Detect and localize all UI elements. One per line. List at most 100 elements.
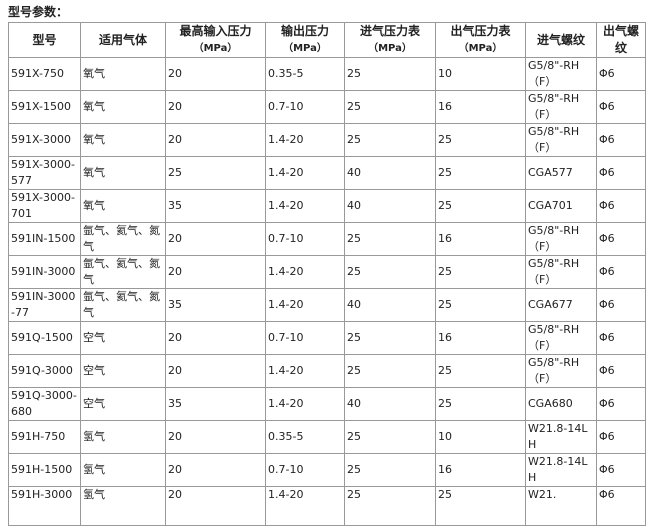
table-cell: Φ6 [596,57,646,91]
table-cell: Φ6 [596,321,646,355]
table-cell: 1.4-20 [265,123,345,157]
table-cell: 25 [435,288,526,322]
table-row: 591IN-1500 氩气、氦气、氮气 20 0.7-10 25 16 G5/8"-RH（F… [8,222,646,256]
page: 型号参数： 型号 适用气体 最高输入压力 （MPa） 输出压力 （MPa） 进气压力表 （MP… [8,5,646,526]
table-cell: 20 [165,123,266,157]
table-cell: 空气 [80,321,166,355]
table-cell: 591IN-3000 [8,255,81,289]
table-cell: 25 [435,123,526,157]
table-cell: 20 [165,321,266,355]
table-row: 591X-3000-701 氧气 35 1.4-20 40 25 CGA701 Φ6 [8,189,646,223]
header-cell: 出气螺纹 [596,22,646,58]
table-cell: Φ6 [596,222,646,256]
table-row: 591X-1500 氧气 20 0.7-10 25 16 G5/8"-RH（F） Φ6 [8,90,646,124]
table-cell: G5/8"-RH（F） [525,222,597,256]
table-row: 591IN-3000 氩气、氦气、氮气 20 1.4-20 25 25 G5/8"-RH（F… [8,255,646,289]
table-cell: 591X-750 [8,57,81,91]
table-cell: Φ6 [596,288,646,322]
table-cell: G5/8"-RH（F） [525,321,597,355]
header-text: 出气螺纹 [602,24,639,55]
table-cell: 氩气、氦气、氮气 [80,288,166,322]
table-cell: 10 [435,420,526,454]
header-unit: （MPa） [283,43,327,54]
header-text: 进气螺纹 [536,32,585,47]
spec-table: 型号 适用气体 最高输入压力 （MPa） 输出压力 （MPa） 进气压力表 （MPa） 出气压力… [8,22,646,526]
table-cell: 16 [435,222,526,256]
table-cell: 591IN-3000-77 [8,288,81,322]
table-cell: CGA701 [525,189,597,223]
table-cell: 0.7-10 [265,90,345,124]
header-text: 输出压力 [280,24,329,38]
table-cell: 20 [165,255,266,289]
header-cell: 出气压力表 （MPa） [435,22,526,58]
table-cell: 空气 [80,354,166,388]
table-cell: 591X-3000-577 [8,156,81,190]
table-cell: 40 [344,156,436,190]
table-body: 591X-750 氧气 20 0.35-5 25 10 G5/8"-RH（F） Φ6 591X-… [8,57,646,526]
table-cell: 25 [435,156,526,190]
table-row: 591IN-3000-77 氩气、氦气、氮气 35 1.4-20 40 25 CGA677 Φ… [8,288,646,322]
table-cell: W21. [525,486,597,526]
table-cell: 1.4-20 [265,189,345,223]
table-cell: 25 [344,123,436,157]
table-cell: G5/8"-RH（F） [525,123,597,157]
header-unit: （MPa） [193,43,238,54]
table-cell: 20 [165,90,266,124]
table-cell: 40 [344,387,436,421]
table-cell: 20 [165,453,266,487]
table-row: 591Q-3000 空气 20 1.4-20 25 25 G5/8"-RH（F） Φ6 [8,354,646,388]
header-cell: 进气螺纹 [525,22,597,58]
table-cell: 0.7-10 [265,222,345,256]
table-cell: 20 [165,354,266,388]
table-cell: 氢气 [80,420,166,454]
table-row: 591H-1500 氢气 20 0.7-10 25 16 W21.8-14LH Φ6 [8,453,646,487]
table-cell: Φ6 [596,123,646,157]
table-cell: Φ6 [596,156,646,190]
table-cell: W21.8-14LH [525,453,597,487]
header-text: 最高输入压力 [179,24,252,38]
table-cell: Φ6 [596,255,646,289]
table-row: 591X-3000-577 氧气 25 1.4-20 40 25 CGA577 Φ6 [8,156,646,190]
section-title: 型号参数： [8,5,69,19]
table-cell: G5/8"-RH（F） [525,90,597,124]
table-cell: 25 [344,453,436,487]
table-cell: 1.4-20 [265,486,345,526]
table-cell: Φ6 [596,420,646,454]
header-row: 型号 适用气体 最高输入压力 （MPa） 输出压力 （MPa） 进气压力表 （MPa） 出气压力… [8,22,646,58]
table-cell: 591X-3000-701 [8,189,81,223]
table-cell: 0.7-10 [265,453,345,487]
table-cell: 25 [344,90,436,124]
table-cell: 20 [165,222,266,256]
table-cell: CGA577 [525,156,597,190]
table-cell: 40 [344,288,436,322]
table-cell: 25 [435,354,526,388]
table-cell: 25 [435,189,526,223]
table-cell: 16 [435,453,526,487]
table-cell: 591IN-1500 [8,222,81,256]
table-cell: 25 [435,486,526,526]
table-cell: CGA677 [525,288,597,322]
table-cell: 1.4-20 [265,156,345,190]
header-unit: （MPa） [458,43,503,54]
header-text: 适用气体 [98,32,147,47]
header-unit: （MPa） [368,43,412,54]
table-cell: 氢气 [80,453,166,487]
table-cell: 氩气、氦气、氮气 [80,222,166,256]
header-text: 进气压力表 [359,24,420,38]
table-cell: 16 [435,90,526,124]
table-cell: 氧气 [80,90,166,124]
table-cell: 1.4-20 [265,288,345,322]
table-cell: G5/8"-RH（F） [525,57,597,91]
table-cell: 35 [165,189,266,223]
header-cell: 进气压力表 （MPa） [344,22,436,58]
header-text: 出气压力表 [450,24,511,38]
header-cell: 输出压力 （MPa） [265,22,345,58]
table-cell: 25 [344,255,436,289]
table-cell: 25 [435,255,526,289]
table-cell: 空气 [80,387,166,421]
table-cell: 16 [435,321,526,355]
table-cell: 氧气 [80,189,166,223]
table-row: 591H-3000 氢气 20 1.4-20 25 25 W21. Φ6 [8,486,646,526]
table-cell: 氧气 [80,156,166,190]
table-row: 591X-750 氧气 20 0.35-5 25 10 G5/8"-RH（F） Φ6 [8,57,646,91]
